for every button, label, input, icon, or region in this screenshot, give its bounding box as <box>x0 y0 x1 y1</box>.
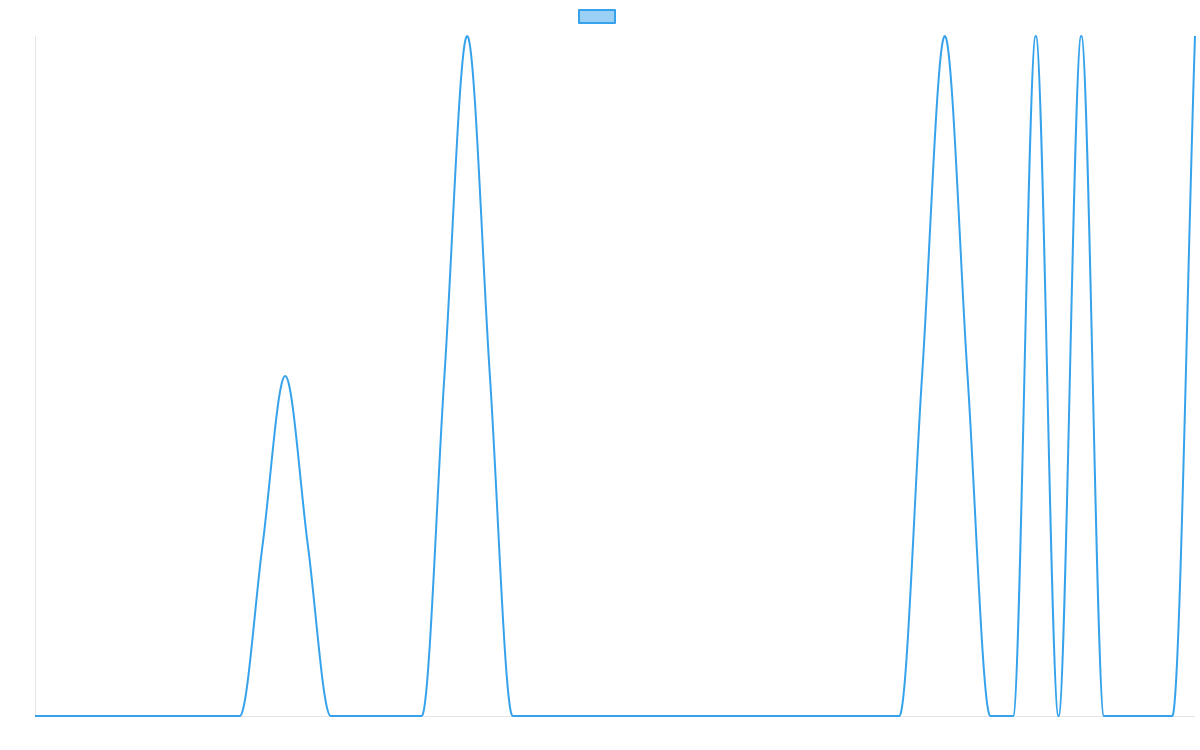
series-group <box>35 35 1196 718</box>
legend-swatch[interactable] <box>578 9 616 24</box>
series-line-0 <box>35 35 1196 718</box>
legend[interactable] <box>0 9 1200 24</box>
